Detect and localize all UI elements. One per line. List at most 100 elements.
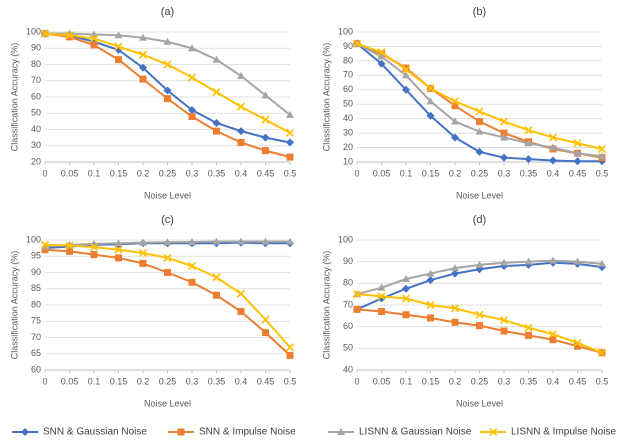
- data-point: [114, 31, 123, 39]
- data-point: [573, 257, 582, 265]
- y-tick-label: 80: [31, 299, 41, 309]
- data-point: [212, 88, 221, 97]
- y-tick-label: 50: [343, 99, 353, 109]
- data-point: [286, 138, 294, 147]
- data-point: [426, 97, 435, 105]
- data-point: [451, 117, 459, 125]
- series-line: [45, 32, 291, 116]
- data-point: [377, 48, 386, 57]
- series-line: [44, 248, 291, 357]
- x-tick-label: 0.5: [284, 168, 297, 178]
- y-tick-label: 50: [31, 108, 41, 118]
- data-point: [500, 153, 508, 162]
- data-point: [549, 156, 557, 165]
- legend-marker: [488, 427, 498, 437]
- data-point: [377, 52, 386, 60]
- x-tick-label: 0.3: [186, 168, 199, 178]
- data-point: [90, 41, 98, 49]
- y-tick-label: 90: [343, 41, 353, 51]
- data-point: [451, 269, 459, 278]
- y-tick-label: 60: [343, 321, 353, 331]
- data-point: [163, 37, 172, 45]
- data-point: [236, 289, 246, 298]
- data-point: [237, 237, 245, 245]
- data-point: [377, 59, 386, 68]
- y-tick-label: 20: [31, 156, 41, 166]
- data-point: [426, 276, 435, 285]
- x-tick-label: 0.15: [422, 376, 440, 386]
- data-point: [450, 304, 460, 313]
- y-axis-label: Classification Accuracy (%): [9, 251, 19, 360]
- data-point: [524, 257, 533, 265]
- y-tick-label: 95: [31, 251, 41, 261]
- y-tick-label: 60: [31, 364, 41, 374]
- data-point: [164, 269, 171, 276]
- data-point: [285, 128, 295, 137]
- data-point: [524, 155, 533, 164]
- data-point: [549, 143, 557, 151]
- data-point: [237, 308, 245, 315]
- x-tick-label: 0.2: [137, 376, 150, 386]
- y-tick-label: 100: [26, 234, 41, 244]
- chart-title: (a): [161, 6, 174, 18]
- x-tick-label: 0.45: [257, 376, 275, 386]
- data-point: [525, 331, 532, 339]
- data-point: [114, 42, 123, 51]
- data-point: [426, 300, 435, 310]
- legend-label: LISNN & Impulse Noise: [511, 427, 616, 438]
- data-point: [475, 107, 484, 116]
- y-tick-label: 80: [343, 55, 353, 65]
- x-tick-label: 0.45: [569, 376, 587, 386]
- x-axis-label: Noise Level: [144, 190, 191, 200]
- data-point: [261, 315, 270, 324]
- data-point: [213, 127, 220, 135]
- data-point: [212, 237, 221, 245]
- data-point: [500, 133, 508, 141]
- data-point: [402, 85, 410, 94]
- data-point: [573, 157, 582, 166]
- data-point: [163, 86, 172, 95]
- x-tick-label: 0.35: [520, 168, 538, 178]
- data-point: [115, 56, 122, 64]
- x-tick-label: 0.25: [159, 168, 177, 178]
- data-point: [352, 290, 362, 299]
- y-tick-label: 75: [31, 316, 41, 326]
- x-tick-label: 0.45: [257, 168, 275, 178]
- data-point: [451, 133, 459, 142]
- legend-marker: [21, 428, 29, 436]
- data-point: [90, 251, 98, 259]
- data-point: [139, 238, 147, 246]
- x-tick-label: 0.35: [208, 168, 226, 178]
- y-tick-label: 65: [31, 348, 41, 358]
- y-tick-label: 100: [26, 26, 41, 36]
- data-point: [378, 308, 385, 315]
- data-point: [188, 113, 196, 120]
- data-point: [402, 71, 410, 79]
- x-axis-label: Noise Level: [456, 190, 503, 200]
- data-point: [213, 291, 220, 299]
- data-point: [212, 119, 221, 127]
- data-point: [451, 102, 459, 110]
- data-point: [402, 311, 410, 319]
- data-point: [598, 152, 606, 160]
- chart-title: (d): [473, 214, 486, 226]
- y-tick-label: 85: [31, 283, 41, 293]
- data-point: [114, 239, 123, 247]
- data-point: [573, 149, 582, 157]
- data-point: [286, 237, 294, 245]
- y-tick-label: 100: [338, 234, 353, 244]
- data-point: [212, 55, 221, 63]
- data-point: [353, 305, 361, 313]
- y-tick-label: 10: [343, 156, 353, 166]
- legend-label: LISNN & Gaussian Noise: [359, 427, 472, 438]
- series-line: [44, 243, 291, 348]
- x-axis-label: Noise Level: [456, 398, 503, 408]
- data-point: [139, 63, 147, 72]
- data-point: [524, 139, 533, 147]
- y-tick-label: 60: [31, 91, 41, 101]
- data-point: [549, 256, 557, 264]
- x-tick-label: 0.4: [547, 376, 560, 386]
- data-point: [163, 253, 172, 262]
- legend-label: SNN & Gaussian Noise: [43, 427, 147, 438]
